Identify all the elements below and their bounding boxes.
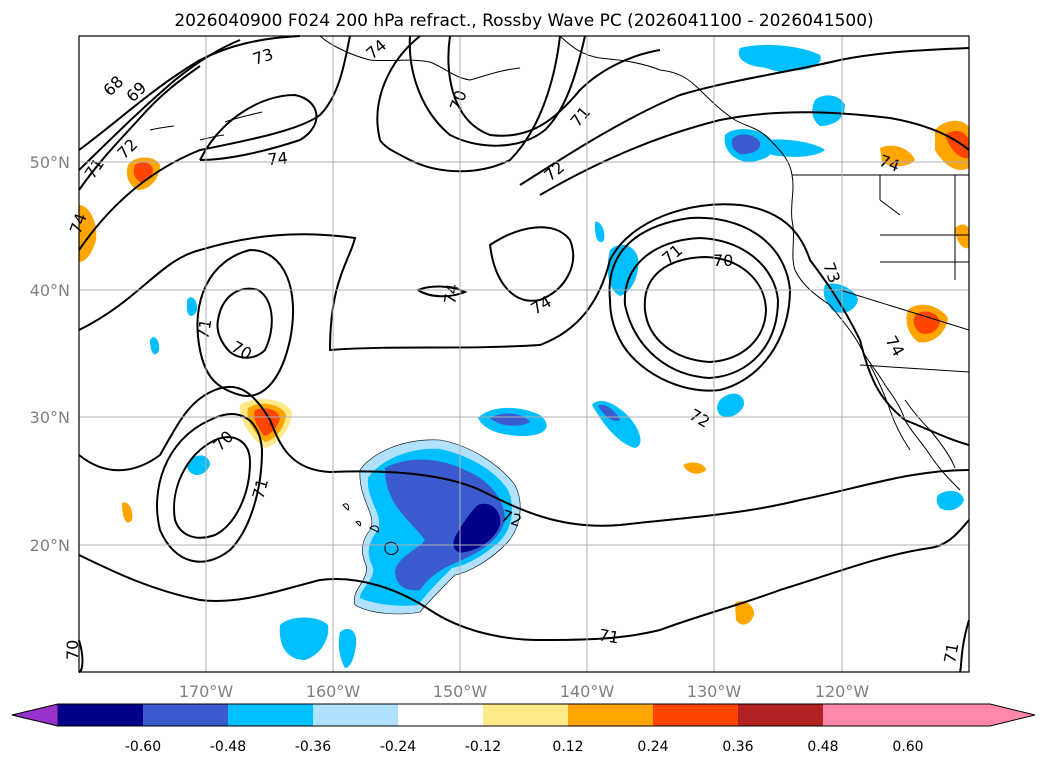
map-background — [79, 36, 969, 672]
colorbar-swatch — [228, 704, 313, 726]
shade-blob-se — [936, 490, 964, 511]
lon-axis: 170°W 160°W 150°W 140°W 130°W 120°W — [179, 682, 870, 701]
colorbar-tick-label: 0.48 — [807, 739, 838, 755]
shade-blob-ne4 — [765, 139, 825, 157]
shade-blob-e2 — [594, 221, 605, 243]
lon-tick-label: 160°W — [306, 682, 361, 701]
shade-blob-warm7 — [735, 601, 755, 625]
shade-blob-w2 — [187, 297, 198, 316]
contour-layer — [78, 35, 970, 673]
colorbar-swatch — [58, 704, 143, 726]
lat-tick-label: 30°N — [30, 408, 70, 427]
shade-blob-ne1-core — [731, 134, 761, 155]
colorbar-swatch — [823, 704, 1035, 726]
contour-line — [539, 111, 970, 196]
shade-blob-sw1 — [279, 617, 329, 660]
lon-tick-label: 140°W — [560, 682, 615, 701]
contour-line — [78, 35, 351, 251]
colorbar — [11, 703, 1036, 727]
lat-tick-label: 20°N — [30, 536, 70, 555]
contour-line — [199, 93, 318, 161]
contour-line — [415, 285, 468, 298]
contour-line — [78, 39, 241, 171]
colorbar-swatch — [398, 704, 483, 726]
colorbar-swatch — [738, 704, 823, 726]
colorbar-tick-label: -0.12 — [465, 739, 501, 755]
coastline-aleutians — [149, 111, 263, 141]
lon-tick-label: 120°W — [815, 682, 870, 701]
colorbar-outline — [11, 703, 1036, 727]
shade-blob-ne2 — [738, 44, 821, 72]
shade-blob-warm8 — [683, 462, 706, 474]
contour-line — [643, 255, 768, 364]
shade-blob-warm4-core — [913, 311, 940, 334]
colorbar-tick-label: 0.24 — [637, 739, 668, 755]
colorbar-swatch — [313, 704, 398, 726]
contour-line — [196, 248, 294, 397]
contour-line — [408, 35, 586, 147]
colorbar-tick-label: -0.48 — [210, 739, 246, 755]
contour-line — [78, 203, 970, 446]
border-us-canada — [792, 174, 970, 373]
colorbar-tick-label: 0.36 — [722, 739, 753, 755]
shade-blob-w1 — [187, 455, 210, 476]
shade-blob-warm6 — [880, 145, 915, 167]
colorbar-tick-label: 0.60 — [892, 739, 923, 755]
contour-line — [488, 226, 575, 302]
colorbar-tick-label: 0.12 — [552, 739, 583, 755]
shade-blob-e1 — [607, 244, 639, 296]
contour-line — [608, 216, 792, 392]
contour-line — [623, 236, 780, 380]
map-panel: 73 69 68 72 71 74 74 70 71 72 74 74 71 7… — [63, 35, 970, 673]
coastline-west-na — [769, 139, 961, 491]
contour-label: 71 — [940, 641, 962, 664]
contour-line — [78, 519, 970, 642]
lon-tick-label: 150°W — [433, 682, 488, 701]
lon-tick-label: 130°W — [687, 682, 742, 701]
contour-label: 70 — [713, 251, 733, 270]
colorbar-left-extension — [11, 703, 59, 727]
shade-blob-central-core — [453, 503, 501, 553]
shade-blob-sw2 — [338, 628, 357, 668]
contour-label: 74 — [440, 282, 462, 305]
colorbar-swatch — [653, 704, 738, 726]
coastline-alaska — [319, 35, 771, 141]
colorbar-tick-label: -0.60 — [125, 739, 161, 755]
contour-label: 71 — [249, 476, 273, 501]
shade-blob-ne3 — [812, 95, 845, 126]
lat-tick-label: 50°N — [30, 153, 70, 172]
colorbar-swatch — [568, 704, 653, 726]
coastline-layer — [149, 35, 970, 555]
contour-label: 74 — [267, 148, 289, 169]
contour-line — [78, 65, 201, 191]
colorbar-tick-label: -0.24 — [380, 739, 416, 755]
shade-blob-warm3 — [79, 205, 97, 262]
shade-blob-e5 — [717, 393, 745, 417]
colorbar-tick-label: -0.36 — [295, 739, 331, 755]
lat-tick-label: 40°N — [30, 281, 70, 300]
contour-label: 70 — [63, 640, 82, 660]
colorbar-swatch — [143, 704, 228, 726]
shade-blob-central-inner — [385, 459, 505, 591]
map-border — [78, 35, 970, 673]
lat-axis: 50°N 40°N 30°N 20°N — [30, 153, 70, 555]
gridlines — [79, 36, 969, 672]
coastline-hawaii — [342, 503, 399, 555]
colorbar-swatch — [483, 704, 568, 726]
lon-tick-label: 170°W — [179, 682, 234, 701]
contour-line — [78, 35, 301, 151]
map-title: 2026040900 F024 200 hPa refract., Rossby… — [174, 11, 873, 31]
contour-label: 71 — [193, 317, 215, 340]
shade-blob-w3 — [150, 337, 160, 355]
contour-line — [78, 385, 970, 527]
shade-blob-warm9 — [122, 502, 133, 523]
colorbar-ticks: -0.60 -0.48 -0.36 -0.24 -0.12 0.12 0.24 … — [125, 739, 924, 755]
contour-line — [447, 35, 661, 137]
contour-line — [173, 436, 252, 539]
contour-label: 71 — [597, 625, 620, 647]
shade-blob-warm10 — [955, 224, 969, 249]
